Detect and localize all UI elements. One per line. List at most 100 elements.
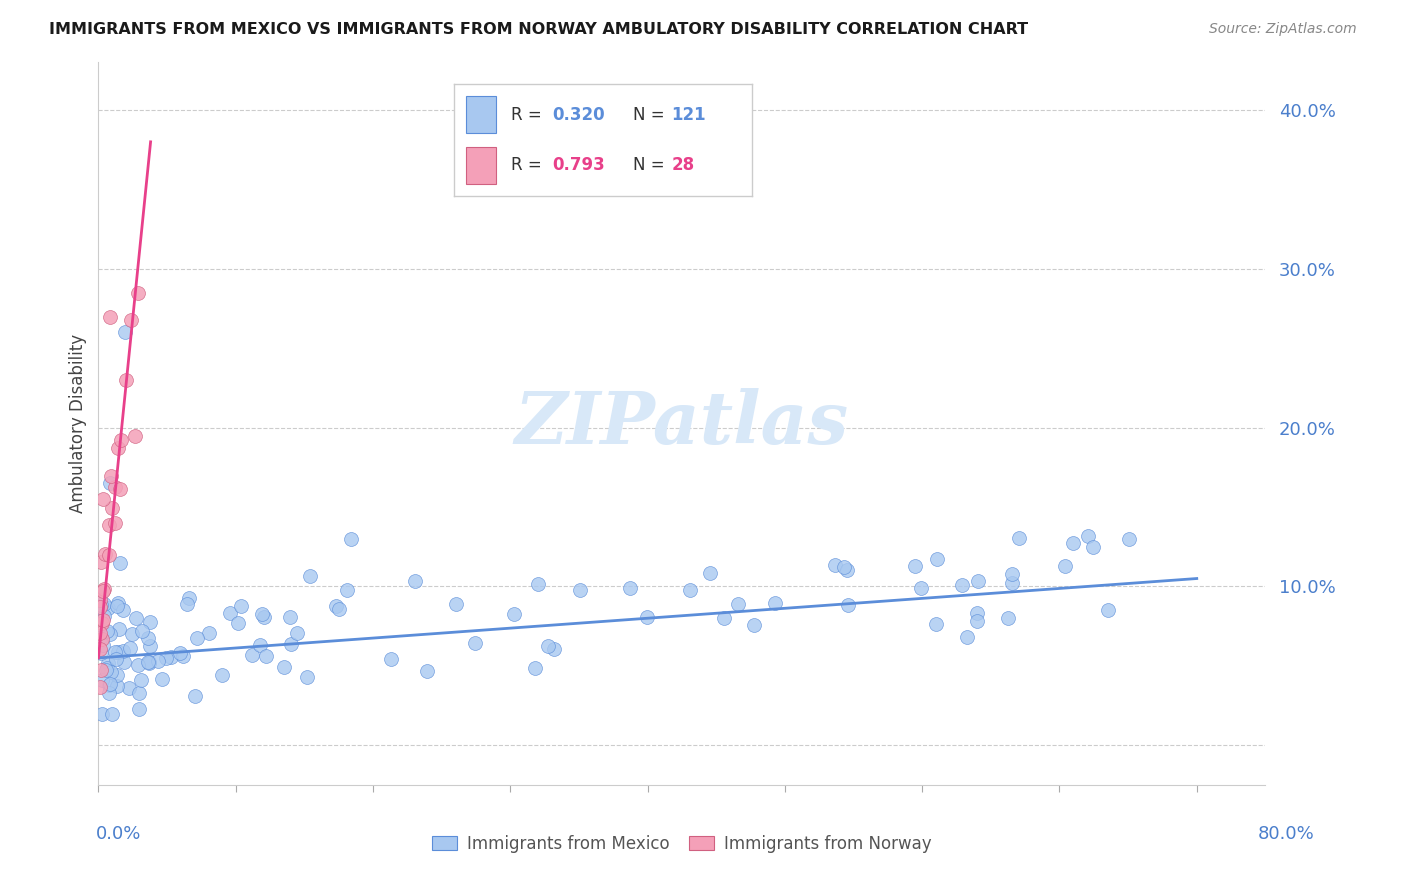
Point	[138, 656, 160, 670]
Point	[169, 646, 191, 660]
Point	[110, 434, 132, 448]
Point	[118, 681, 141, 696]
Point	[910, 581, 932, 595]
Point	[93, 609, 115, 624]
Point	[228, 616, 250, 631]
Point	[90, 630, 112, 644]
Point	[966, 614, 988, 628]
Text: IMMIGRANTS FROM MEXICO VS IMMIGRANTS FROM NORWAY AMBULATORY DISABILITY CORRELATI: IMMIGRANTS FROM MEXICO VS IMMIGRANTS FRO…	[49, 22, 1028, 37]
Point	[295, 670, 318, 684]
Y-axis label: Ambulatory Disability: Ambulatory Disability	[69, 334, 87, 513]
Point	[727, 597, 749, 611]
Point	[139, 639, 162, 653]
Point	[254, 649, 277, 664]
Point	[94, 663, 117, 677]
Point	[925, 552, 948, 566]
Point	[325, 599, 347, 613]
Point	[97, 601, 120, 615]
Point	[91, 638, 114, 652]
Point	[328, 602, 350, 616]
Point	[956, 630, 979, 644]
Point	[98, 548, 121, 562]
Point	[121, 627, 143, 641]
Point	[380, 652, 402, 666]
Point	[184, 689, 207, 703]
Point	[713, 611, 735, 625]
Text: ZIPatlas: ZIPatlas	[515, 388, 849, 459]
Point	[824, 558, 846, 572]
Point	[527, 576, 550, 591]
Point	[1054, 558, 1077, 573]
Point	[100, 706, 122, 721]
Point	[90, 556, 112, 570]
Point	[138, 655, 160, 669]
Point	[128, 686, 150, 700]
Point	[925, 616, 948, 631]
Point	[107, 441, 129, 455]
Point	[97, 685, 120, 699]
Point	[98, 476, 121, 491]
Text: 80.0%: 80.0%	[1258, 825, 1315, 843]
Point	[105, 599, 128, 614]
Point	[253, 610, 276, 624]
Point	[90, 663, 112, 677]
Point	[101, 501, 124, 516]
Point	[96, 624, 118, 638]
Point	[179, 591, 201, 605]
Point	[249, 638, 271, 652]
Point	[90, 646, 112, 660]
Point	[150, 672, 173, 686]
Point	[1062, 535, 1084, 549]
Point	[89, 641, 111, 656]
Point	[186, 632, 208, 646]
Point	[997, 611, 1019, 625]
Point	[127, 285, 149, 300]
Point	[242, 648, 264, 662]
Point	[112, 655, 135, 669]
Point	[98, 310, 121, 324]
Point	[108, 556, 131, 570]
Point	[131, 624, 153, 639]
Point	[100, 665, 122, 680]
Point	[98, 677, 121, 691]
Point	[100, 627, 122, 641]
Point	[107, 645, 129, 659]
Point	[159, 649, 181, 664]
Point	[339, 532, 361, 546]
Point	[298, 568, 321, 582]
Point	[444, 597, 467, 611]
Point	[523, 661, 546, 675]
Point	[115, 374, 138, 388]
Point	[172, 648, 194, 663]
Point	[176, 597, 198, 611]
Point	[93, 597, 115, 611]
Point	[678, 582, 700, 597]
Point	[90, 706, 112, 721]
Point	[404, 574, 426, 588]
Point	[128, 701, 150, 715]
Point	[131, 673, 153, 688]
Point	[763, 597, 786, 611]
Point	[569, 582, 592, 597]
Point	[108, 622, 131, 636]
Point	[94, 547, 117, 561]
Point	[1077, 529, 1099, 543]
Point	[138, 655, 160, 669]
Point	[91, 615, 114, 630]
Point	[90, 586, 112, 600]
Point	[98, 678, 121, 692]
Point	[904, 559, 927, 574]
Point	[90, 632, 112, 646]
Point	[120, 641, 142, 656]
Point	[89, 592, 111, 607]
Point	[966, 574, 988, 588]
Point	[91, 673, 114, 687]
Point	[1083, 540, 1105, 554]
Point	[104, 480, 127, 494]
Point	[415, 664, 437, 678]
Point	[742, 618, 765, 632]
Point	[91, 492, 114, 507]
Point	[837, 563, 859, 577]
Point	[96, 660, 118, 674]
Point	[950, 578, 973, 592]
